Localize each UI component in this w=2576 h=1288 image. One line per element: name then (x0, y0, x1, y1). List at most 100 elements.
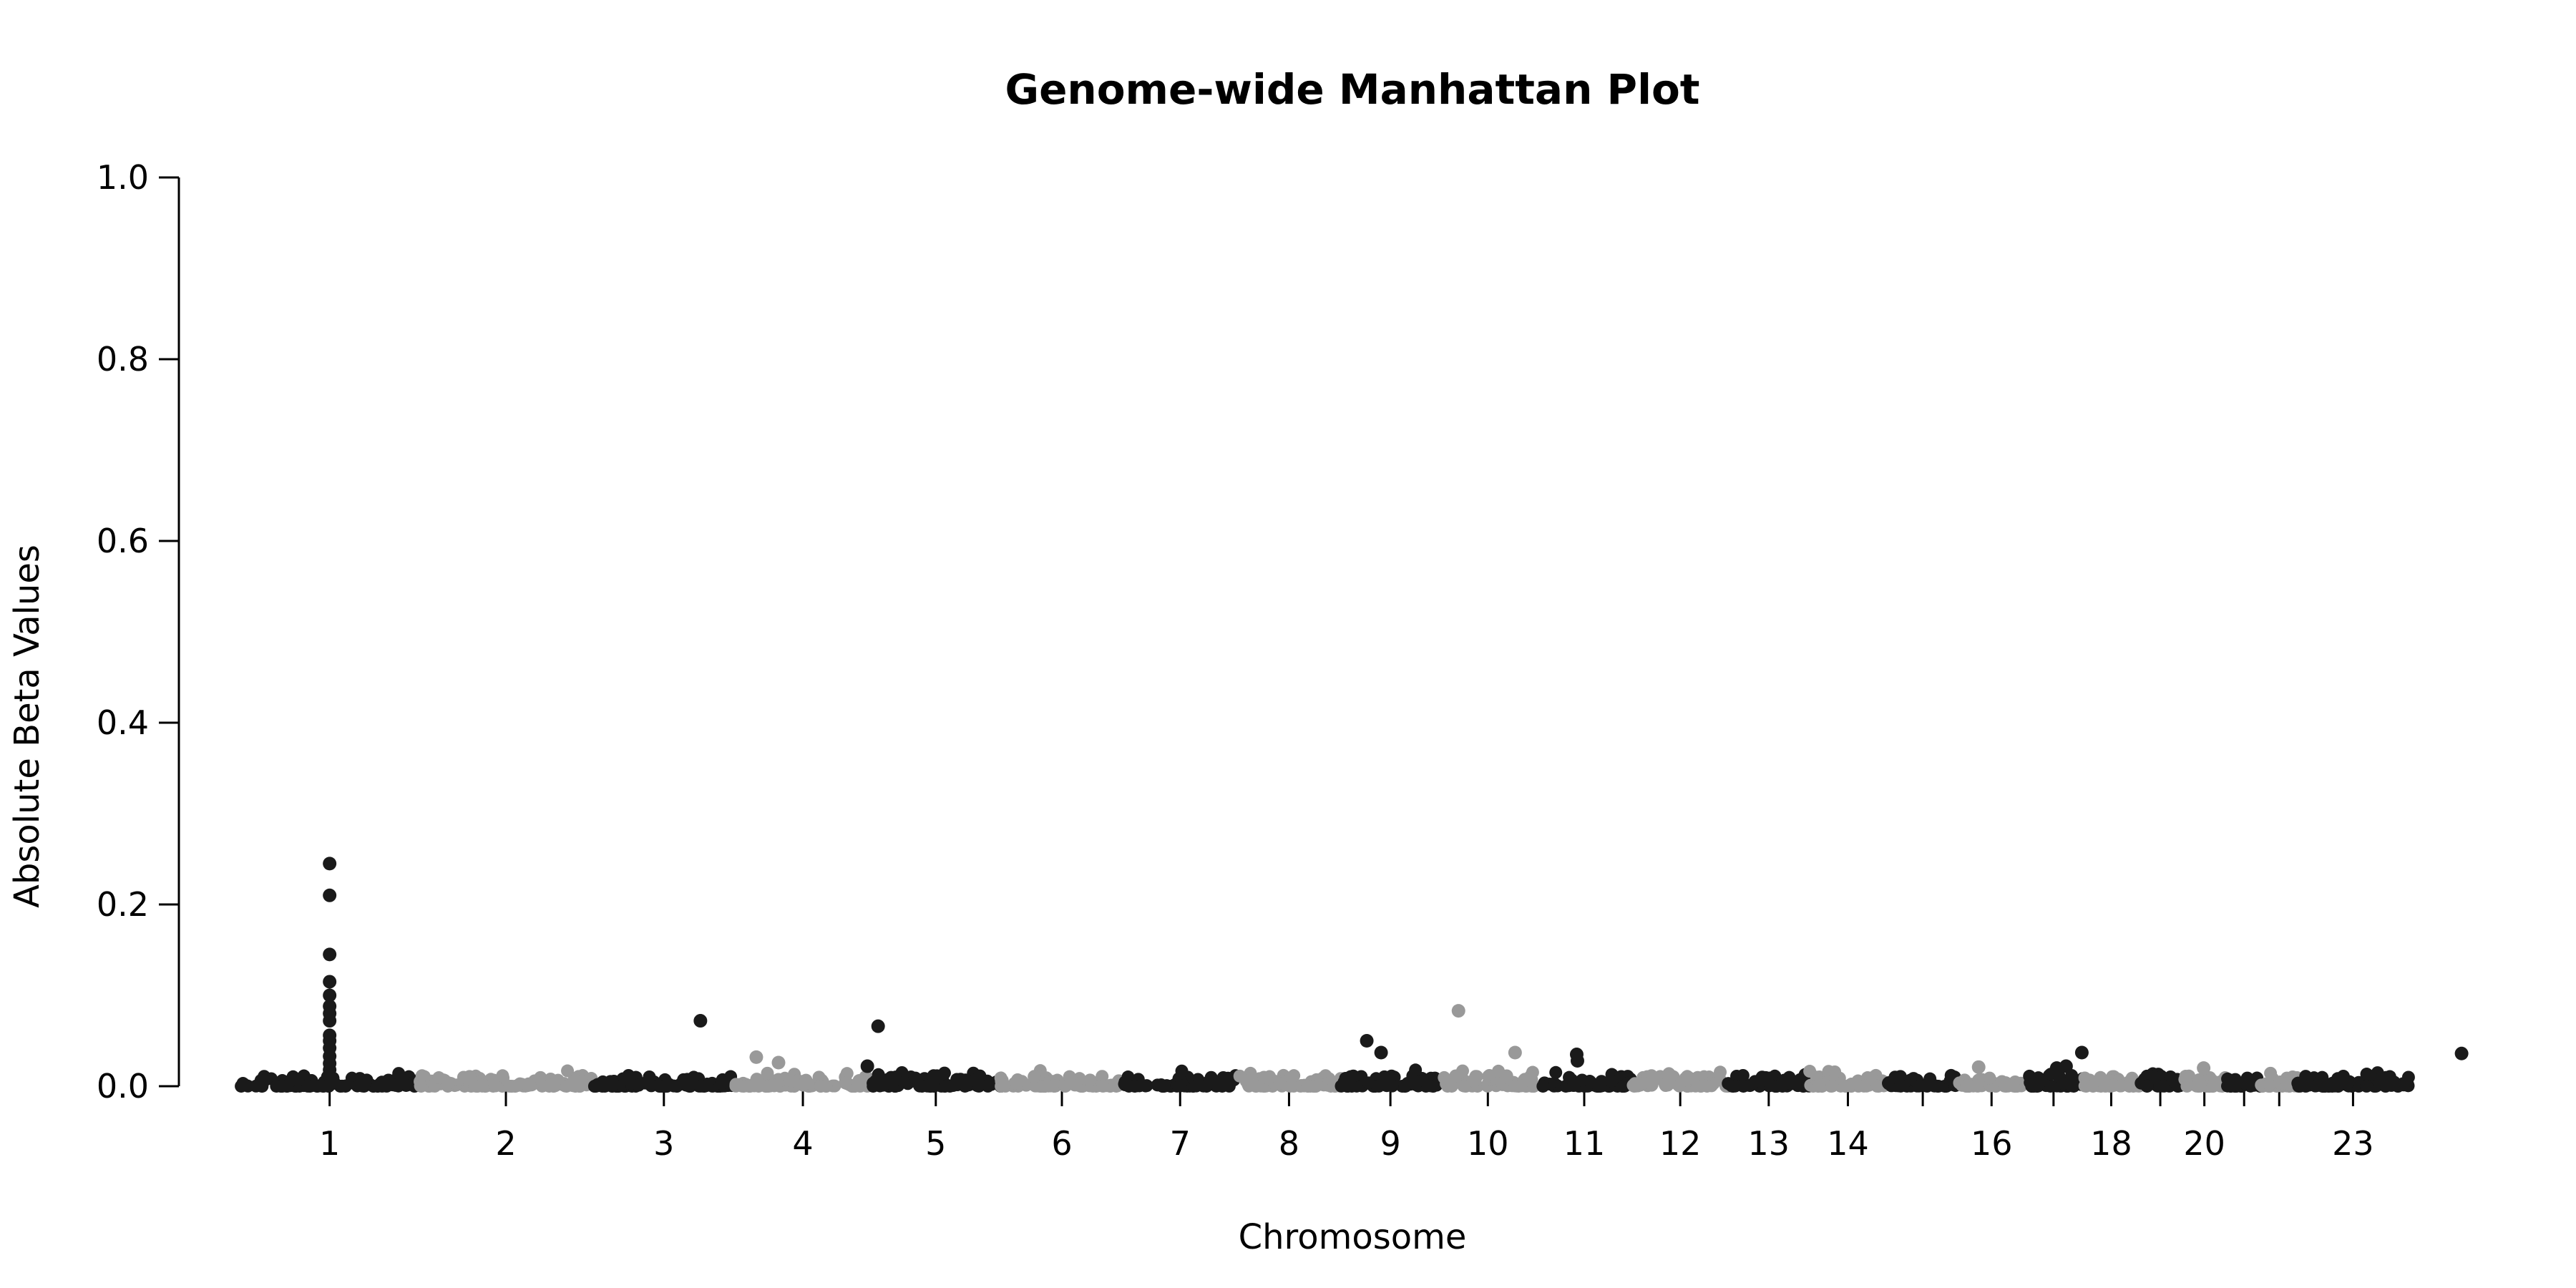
data-point-highlight (1570, 1053, 1584, 1068)
data-point (291, 1073, 305, 1086)
data-point (1845, 1078, 1858, 1091)
data-point (897, 1075, 911, 1089)
x-tick-label-chr-13: 13 (1748, 1124, 1790, 1163)
data-point-highlight (323, 975, 337, 989)
data-point (743, 1079, 756, 1093)
data-point (2031, 1079, 2045, 1093)
data-point (2078, 1079, 2092, 1093)
data-point (1257, 1070, 1271, 1084)
data-point-highlight (323, 888, 337, 902)
data-point (2192, 1074, 2205, 1088)
data-point (2206, 1079, 2220, 1093)
data-point (1983, 1071, 1996, 1085)
data-point (1466, 1074, 1480, 1088)
data-point (1729, 1079, 1742, 1093)
data-point (2331, 1072, 2345, 1085)
x-axis-label: Chromosome (1239, 1217, 1467, 1257)
data-point (566, 1079, 580, 1093)
data-point (235, 1079, 248, 1093)
data-point (1175, 1064, 1189, 1078)
data-point-highlight (323, 947, 337, 962)
data-point (1038, 1079, 1052, 1093)
y-axis-label: Absolute Beta Values (7, 545, 47, 908)
data-point-highlight (871, 1019, 885, 1033)
data-point (1527, 1079, 1541, 1093)
data-point (801, 1076, 814, 1090)
data-point (924, 1079, 937, 1093)
y-tick-label: 0.4 (97, 703, 149, 742)
data-point (839, 1076, 852, 1090)
data-point (1536, 1079, 1550, 1093)
data-point (1174, 1079, 1187, 1093)
data-point (1049, 1079, 1063, 1093)
data-point-highlight (1451, 1004, 1465, 1018)
data-point (547, 1078, 560, 1091)
axes: 0.00.20.40.60.81.01 2 3 4 5 6 7 8 9 10 11 12 13 14 16 1… (97, 158, 2374, 1163)
data-point (1401, 1077, 1415, 1091)
data-point-highlight (1374, 1045, 1388, 1060)
data-point-highlight (323, 857, 337, 871)
x-tick-label-chr-11: 11 (1563, 1124, 1606, 1163)
data-point (687, 1070, 701, 1084)
x-tick-label-chr-7: 7 (1170, 1124, 1191, 1163)
data-point (1445, 1079, 1458, 1093)
data-point (959, 1079, 972, 1093)
data-point (1563, 1070, 1576, 1084)
data-point (909, 1071, 922, 1085)
data-point (2221, 1072, 2235, 1085)
x-tick-label-chr-12: 12 (1659, 1124, 1702, 1163)
data-point (2360, 1079, 2373, 1093)
data-point (2276, 1077, 2290, 1091)
x-tick-label-chr-3: 3 (653, 1124, 674, 1163)
x-tick-label-chr-8: 8 (1279, 1124, 1299, 1163)
data-point (1803, 1065, 1817, 1078)
data-point (1683, 1071, 1697, 1085)
data-point (589, 1079, 602, 1093)
data-point-highlight (2059, 1059, 2073, 1073)
data-point (1595, 1075, 1609, 1088)
data-point (316, 1079, 330, 1093)
data-point-highlight (2454, 1046, 2469, 1060)
data-point (2002, 1078, 2016, 1092)
y-tick-label: 0.8 (97, 340, 149, 379)
x-tick-label-chr-20: 20 (2183, 1124, 2225, 1163)
data-point (1128, 1079, 1141, 1093)
data-point (2401, 1070, 2415, 1084)
data-point (1083, 1073, 1097, 1087)
data-point-highlight (323, 1068, 337, 1083)
data-point (2292, 1076, 2306, 1090)
data-point (930, 1069, 944, 1083)
data-point (1409, 1063, 1423, 1077)
data-point (2264, 1066, 2278, 1080)
x-tick-label-chr-5: 5 (925, 1124, 946, 1163)
data-point-highlight (2074, 1045, 2089, 1060)
data-point (503, 1079, 517, 1093)
data-point (876, 1078, 889, 1092)
data-point (496, 1069, 509, 1083)
data-point (785, 1075, 799, 1088)
x-tick-label-chr-6: 6 (1051, 1124, 1072, 1163)
data-point (1347, 1069, 1360, 1083)
data-point (642, 1077, 655, 1091)
data-point (981, 1079, 995, 1093)
data-point (414, 1079, 427, 1093)
x-tick-label-chr-9: 9 (1380, 1124, 1400, 1163)
data-point (814, 1080, 827, 1093)
data-point (972, 1071, 985, 1085)
data-point (729, 1079, 743, 1093)
data-point (513, 1077, 527, 1091)
y-tick-label: 0.6 (97, 522, 149, 560)
data-point (1411, 1075, 1425, 1088)
data-point (474, 1078, 488, 1092)
x-tick-label-chr-16: 16 (1971, 1124, 2013, 1163)
data-point (948, 1077, 962, 1091)
data-point (2148, 1070, 2162, 1084)
data-point (768, 1079, 781, 1093)
data-point (333, 1079, 347, 1093)
data-point (1828, 1065, 1842, 1078)
data-point (353, 1078, 366, 1092)
data-points (235, 857, 2469, 1093)
data-point (2067, 1079, 2081, 1093)
